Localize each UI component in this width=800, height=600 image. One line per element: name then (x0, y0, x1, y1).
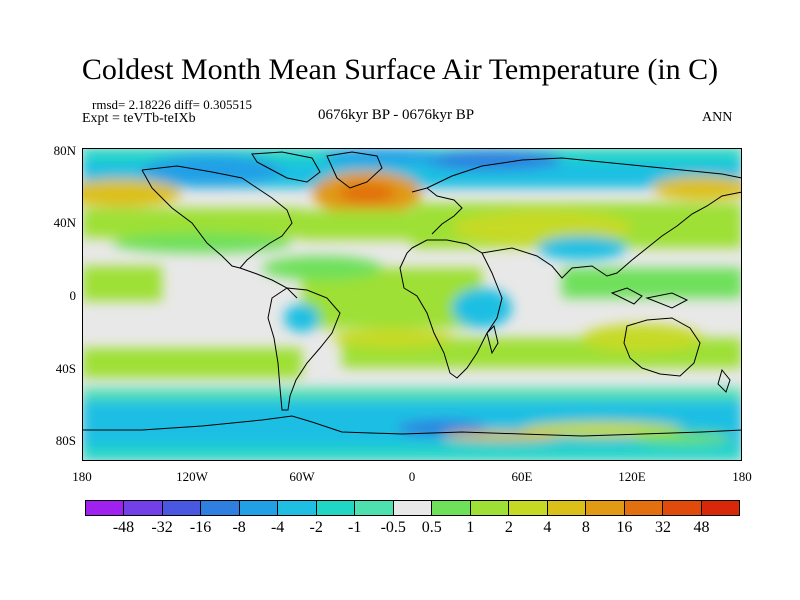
coastlines (82, 151, 742, 437)
colorbar-box (316, 501, 356, 515)
colorbar-label: 32 (654, 519, 671, 536)
colorbar-box (701, 501, 739, 515)
colorbar-label: 2 (504, 519, 513, 536)
temperature-map (82, 148, 742, 461)
colorbar-label: -4 (270, 519, 285, 536)
colorbar-box (239, 501, 279, 515)
colorbar-box (432, 501, 471, 515)
x-tick-120w: 120W (176, 469, 208, 484)
y-tick-40s: 40S (55, 361, 76, 376)
x-tick-120e: 120E (618, 469, 646, 484)
colorbar-box (624, 501, 664, 515)
colorbar-box (162, 501, 202, 515)
season-label: ANN (702, 110, 733, 125)
colorbar-box (393, 501, 433, 515)
stats-line: rmsd= 2.18226 diff= 0.305515 (92, 97, 252, 112)
colorbar-label: -8 (232, 519, 246, 536)
colorbar-label: 16 (616, 519, 633, 536)
colorbar-box (86, 501, 125, 515)
x-tick-60w: 60W (289, 469, 315, 484)
temperature-field (82, 148, 742, 461)
x-tick-0: 0 (408, 469, 416, 484)
colorbar-box (278, 501, 317, 515)
period-label: 0676kyr BP - 0676kyr BP (318, 107, 475, 123)
colorbar-box (547, 501, 587, 515)
colorbar-label: -2 (309, 519, 323, 536)
colorbar-box (663, 501, 702, 515)
colorbar-box (509, 501, 548, 515)
map-title: Coldest Month Mean Surface Air Temperatu… (81, 53, 719, 86)
colorbar-label: 4 (543, 519, 552, 536)
colorbar (85, 500, 740, 516)
colorbar-label: 0.5 (421, 519, 442, 536)
x-tick-180e: 180 (732, 469, 752, 484)
colorbar-box (124, 501, 163, 515)
experiment-line: Expt = teVTb-teIXb (82, 111, 196, 126)
colorbar-label: 8 (581, 519, 590, 536)
y-tick-80s: 80S (55, 433, 76, 448)
colorbar-box (586, 501, 625, 515)
colorbar-box (355, 501, 394, 515)
colorbar-label: -1 (348, 519, 362, 536)
y-tick-0: 0 (69, 288, 77, 303)
colorbar-label: -48 (112, 519, 135, 536)
colorbar-box (201, 501, 240, 515)
colorbar-label: 48 (693, 519, 710, 536)
y-tick-80n: 80N (53, 143, 76, 158)
colorbar-label: 1 (466, 519, 475, 536)
x-tick-180w: 180 (72, 469, 92, 484)
colorbar-label: -16 (189, 519, 212, 536)
y-tick-40n: 40N (53, 215, 76, 230)
colorbar-box (470, 501, 510, 515)
colorbar-label: -32 (151, 519, 173, 536)
map-border (82, 148, 742, 461)
x-tick-60e: 60E (511, 469, 533, 484)
colorbar-label: -0.5 (380, 519, 406, 536)
